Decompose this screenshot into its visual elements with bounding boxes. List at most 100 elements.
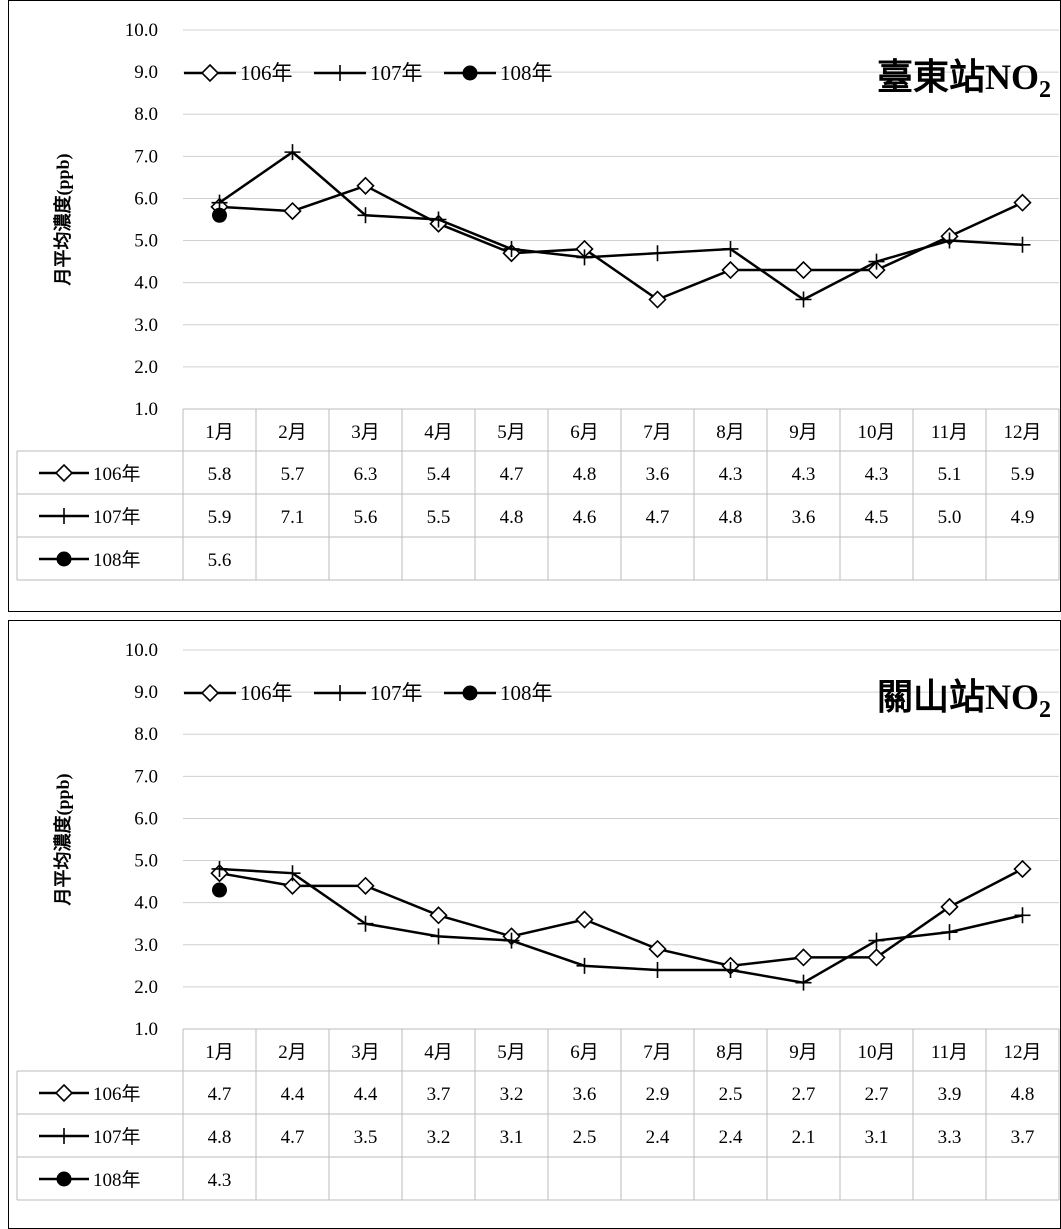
data-label: 4.7: [646, 507, 670, 528]
y-tick-label: 5.0: [134, 851, 158, 872]
series-0: [210, 859, 1032, 975]
legend-label: 106年: [240, 61, 293, 85]
legend-marker: [200, 63, 220, 83]
data-label: 4.5: [865, 507, 889, 528]
data-label: 3.2: [427, 1127, 451, 1148]
data-point: [429, 906, 448, 925]
y-tick-label: 9.0: [134, 682, 158, 703]
category-label: 3月: [351, 1042, 380, 1063]
data-point: [576, 957, 593, 974]
data-label: 2.9: [646, 1084, 670, 1105]
category-label: 7月: [643, 1042, 672, 1063]
data-table: 1月 2月 3月 4月 5月 6月 7月 8月 9月 10月 11月 12月 106年 5.8 5.7 6.3…: [16, 408, 1060, 581]
y-tick-label: 4.0: [134, 273, 158, 294]
data-point: [648, 290, 667, 309]
data-point: [356, 176, 375, 195]
data-point: [649, 962, 666, 979]
data-point: [283, 876, 302, 895]
data-point: [795, 291, 812, 308]
data-label: 4.3: [208, 1170, 232, 1191]
data-label: 4.3: [865, 464, 889, 485]
chart-taitung-no2: 1.0 2.0 3.0 4.0 5.0 6.0 7.0 8.0 9.0 10.0 月平均濃度(ppb…: [16, 20, 1060, 581]
y-tick-label: 7.0: [134, 146, 158, 167]
data-label: 3.9: [938, 1084, 962, 1105]
category-label: 5月: [497, 422, 526, 443]
data-label: 5.9: [1011, 464, 1035, 485]
y-tick-label: 1.0: [134, 1019, 158, 1040]
category-label: 3月: [351, 422, 380, 443]
legend-label: 107年: [370, 681, 423, 705]
data-label: 3.6: [792, 507, 816, 528]
data-label: 4.4: [281, 1084, 305, 1105]
data-label: 3.7: [1011, 1127, 1035, 1148]
data-label: 5.9: [208, 507, 232, 528]
y-axis-title: 月平均濃度(ppb): [52, 773, 74, 906]
category-label: 11月: [931, 1042, 968, 1063]
data-label: 5.0: [938, 507, 962, 528]
data-label: 4.4: [354, 1084, 378, 1105]
category-label: 11月: [931, 422, 968, 443]
category-label: 9月: [789, 1042, 818, 1063]
row-legend-marker: [54, 1083, 74, 1103]
data-table: 1月 2月 3月 4月 5月 6月 7月 8月 9月 10月 11月 12月 106年 4.7 4.4 4.4…: [16, 1028, 1060, 1201]
data-label: 3.6: [646, 464, 670, 485]
data-point: [649, 245, 666, 262]
data-point: [721, 260, 740, 280]
data-point: [867, 260, 886, 280]
data-label: 3.1: [865, 1127, 889, 1148]
category-label: 12月: [1003, 422, 1041, 443]
data-label: 2.5: [573, 1127, 597, 1148]
data-point: [284, 144, 301, 161]
data-point: [576, 249, 593, 266]
row-label: 106年: [93, 463, 141, 485]
y-tick-label: 6.0: [134, 188, 158, 209]
y-tick-label: 5.0: [134, 231, 158, 252]
data-label: 7.1: [281, 507, 305, 528]
data-point: [1014, 236, 1031, 253]
chart-title-subscript: 2: [1039, 697, 1051, 723]
data-point: [503, 932, 520, 949]
data-label: 2.5: [719, 1084, 743, 1105]
data-point: [868, 932, 885, 949]
data-label: 5.6: [208, 550, 232, 571]
y-tick-label: 8.0: [134, 724, 158, 745]
category-label: 9月: [789, 422, 818, 443]
category-label: 10月: [857, 1042, 895, 1063]
row-legend-marker: [56, 551, 72, 567]
chart-title-main: 臺東站NO: [877, 57, 1039, 97]
data-label: 2.7: [865, 1084, 889, 1105]
data-label: 3.6: [573, 1084, 597, 1105]
data-point: [356, 876, 375, 895]
data-point: [357, 207, 374, 224]
legend-label: 106年: [240, 681, 293, 705]
data-point: [357, 915, 374, 932]
row-label: 107年: [93, 506, 141, 528]
series-1: [211, 144, 1031, 308]
data-label: 4.8: [208, 1127, 232, 1148]
data-point: [794, 948, 813, 967]
data-label: 5.7: [281, 464, 305, 485]
data-label: 4.7: [500, 464, 524, 485]
data-label: 2.7: [792, 1084, 816, 1105]
data-point: [1014, 907, 1031, 924]
data-point: [284, 865, 301, 882]
data-label: 5.8: [208, 464, 232, 485]
y-tick-label: 4.0: [134, 893, 158, 914]
data-point: [940, 897, 959, 917]
data-label: 3.7: [427, 1084, 451, 1105]
y-tick-label: 7.0: [134, 766, 158, 787]
data-point: [503, 240, 520, 257]
category-label: 8月: [716, 422, 745, 443]
row-label: 107年: [93, 1126, 141, 1148]
chart-title: 臺東站NO2: [877, 57, 1051, 103]
data-point: [794, 260, 813, 280]
data-label: 4.8: [573, 464, 597, 485]
data-label: 4.8: [719, 507, 743, 528]
category-label: 2月: [278, 1042, 307, 1063]
data-point: [941, 924, 958, 941]
category-label: 4月: [424, 422, 453, 443]
series-0: [210, 176, 1032, 309]
series-1: [211, 860, 1031, 991]
category-label: 4月: [424, 1042, 453, 1063]
data-label: 4.3: [792, 464, 816, 485]
